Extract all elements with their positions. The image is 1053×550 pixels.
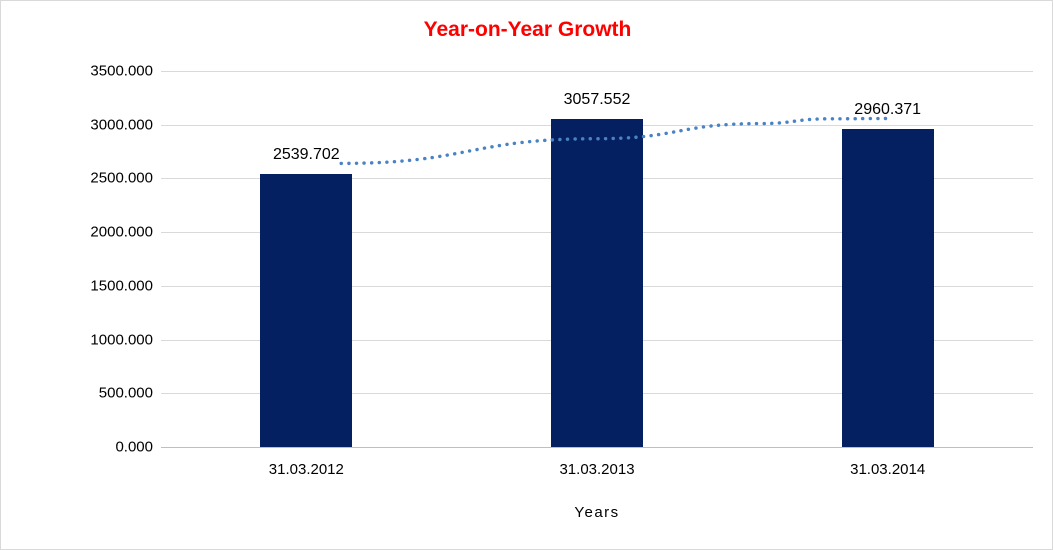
y-axis-tick-label: 2500.000: [90, 169, 153, 187]
data-label: 2960.371: [854, 100, 922, 118]
bar: [841, 128, 934, 447]
bar: [260, 174, 353, 447]
gridline: [161, 71, 1033, 72]
x-axis-category-label: 31.03.2013: [559, 461, 635, 478]
y-axis-tick-label: 3000.000: [90, 116, 153, 134]
y-axis-tick-label: 1500.000: [90, 277, 153, 295]
y-axis-tick-label: 2000.000: [90, 223, 153, 241]
x-axis-title: Years: [574, 504, 620, 521]
y-axis-tick-label: 3500.000: [90, 62, 153, 80]
plot-area: [161, 71, 1033, 448]
data-label: 3057.552: [563, 90, 631, 108]
y-axis-tick-label: 500.000: [98, 384, 153, 402]
x-axis-line: [161, 447, 1033, 448]
x-axis-category-label: 31.03.2014: [850, 461, 926, 478]
y-axis-tick-label: 1000.000: [90, 331, 153, 349]
chart-title: Year-on-Year Growth: [423, 18, 632, 41]
data-label: 2539.702: [272, 146, 340, 164]
x-axis-category-label: 31.03.2012: [268, 461, 344, 478]
y-axis-tick-label: 0.000: [115, 438, 153, 456]
y-axis-tick-labels: 3500.000 3000.000 2500.000 2000.000 1500.000…: [1, 63, 153, 456]
bar: [551, 118, 643, 447]
